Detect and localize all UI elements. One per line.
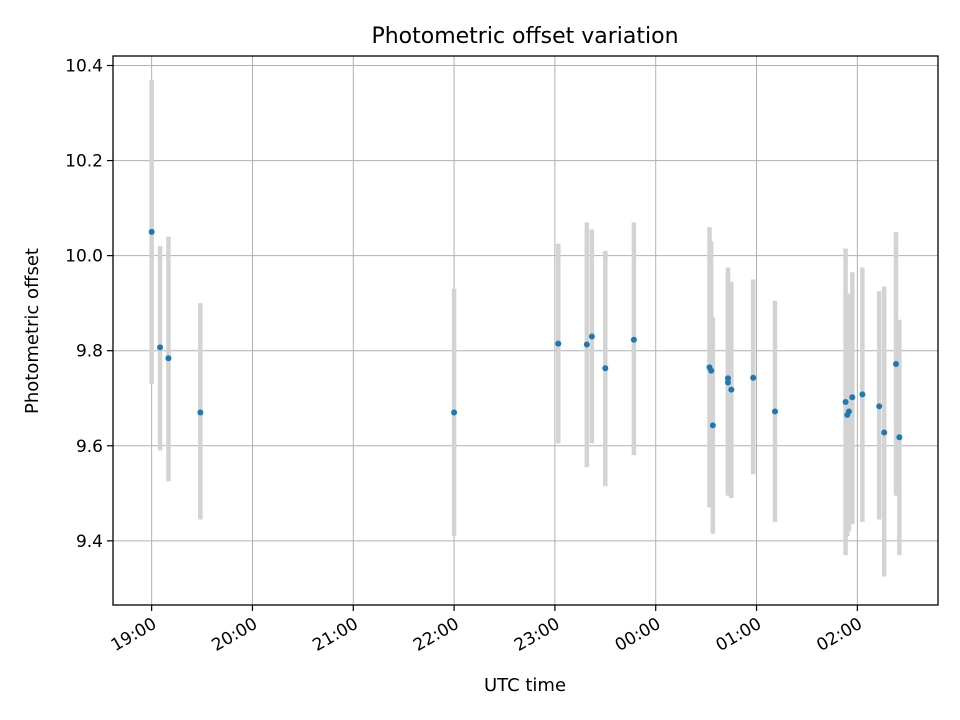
data-points xyxy=(148,228,903,441)
x-tick-label: 22:00 xyxy=(410,614,462,656)
x-tick-label: 19:00 xyxy=(108,614,160,656)
data-point xyxy=(724,379,731,386)
data-point xyxy=(197,409,204,416)
data-point xyxy=(451,409,458,416)
plot-area-frame xyxy=(112,55,939,606)
data-point xyxy=(630,336,637,343)
data-point xyxy=(876,403,883,410)
errorbars xyxy=(149,79,902,577)
data-point xyxy=(892,361,899,368)
x-tick-label: 02:00 xyxy=(813,614,865,656)
data-point xyxy=(842,399,849,406)
x-tick-label: 20:00 xyxy=(209,614,261,656)
chart-title: Photometric offset variation xyxy=(371,24,678,49)
axis-ticks: 19:00 20:00 21:00 22:00 23:00 00:00 01:00 02:00… xyxy=(65,57,866,656)
data-point xyxy=(602,365,609,372)
data-point xyxy=(148,228,155,235)
x-tick-label: 23:00 xyxy=(511,614,563,656)
data-point xyxy=(849,394,856,401)
y-tick-label: 9.8 xyxy=(76,342,103,362)
data-point xyxy=(859,391,866,398)
data-point xyxy=(708,367,715,374)
x-tick-label: 01:00 xyxy=(713,614,765,656)
data-point xyxy=(709,422,716,429)
y-tick-label: 10.4 xyxy=(65,57,103,77)
x-axis-label: UTC time xyxy=(484,675,566,696)
y-tick-label: 9.6 xyxy=(76,437,103,457)
data-point xyxy=(165,355,172,362)
data-point xyxy=(750,374,757,381)
data-point xyxy=(772,408,779,415)
y-axis-label: Photometric offset xyxy=(22,248,43,414)
data-point xyxy=(728,386,735,393)
data-point xyxy=(157,344,164,351)
data-point xyxy=(555,340,562,347)
y-tick-label: 9.4 xyxy=(76,532,103,552)
data-point xyxy=(881,429,888,436)
x-tick-label: 00:00 xyxy=(612,614,664,656)
grid xyxy=(113,56,938,605)
data-point xyxy=(588,333,595,340)
data-point xyxy=(896,434,903,441)
y-tick-label: 10.2 xyxy=(65,152,103,172)
x-tick-label: 21:00 xyxy=(309,614,361,656)
data-point xyxy=(845,408,852,415)
y-tick-label: 10.0 xyxy=(65,247,103,267)
data-point xyxy=(583,341,590,348)
data-point xyxy=(724,375,731,382)
